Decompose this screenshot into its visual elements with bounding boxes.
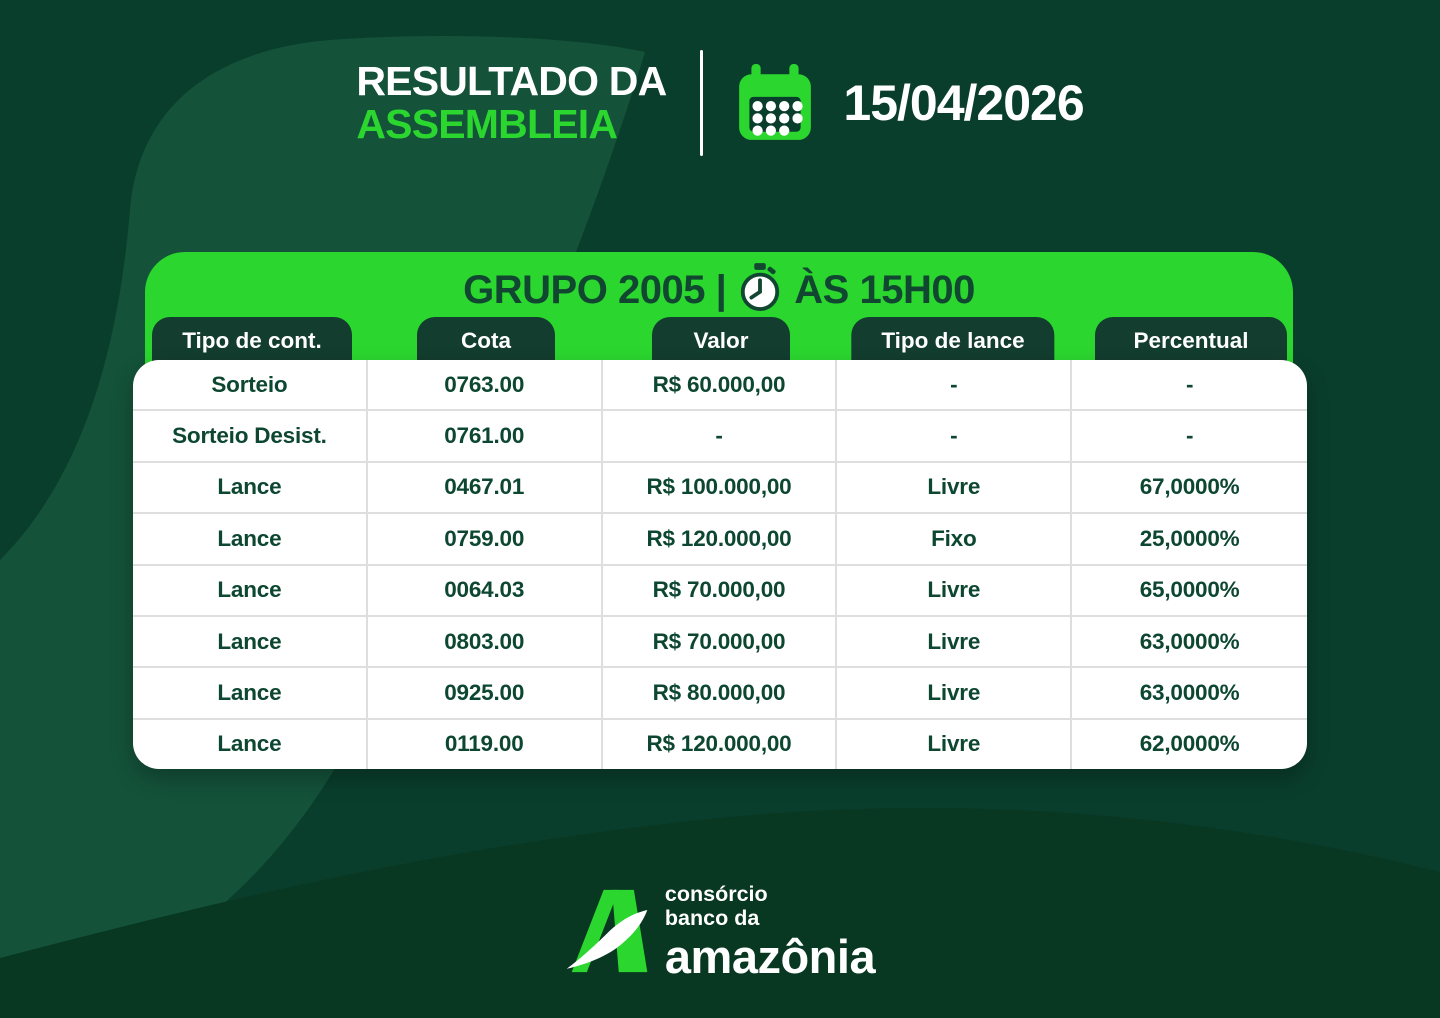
table-cell: R$ 120.000,00 <box>603 719 838 769</box>
table-cell: 67,0000% <box>1139 474 1240 500</box>
column-header-percentual: Percentual <box>1095 317 1287 364</box>
table-cell: - <box>1185 423 1194 449</box>
stopwatch-icon <box>741 263 780 311</box>
column-header-tipo-de-cont: Tipo de cont. <box>152 317 352 364</box>
table-cell: Livre <box>837 719 1073 769</box>
results-table: Sorteio 0763.00 R$ 60.000,00- - Sorteio Desi… <box>133 360 1307 769</box>
table-cell: 0467.01 <box>368 462 603 513</box>
column-header-tipo-de-lance: Tipo de lance <box>851 317 1055 364</box>
table-cell: Livre <box>837 668 1073 718</box>
table-cell: R$ 100.000,00 <box>603 462 838 513</box>
table-cell: 65,0000% <box>1139 577 1240 603</box>
amazonia-leaf-logo <box>566 889 648 972</box>
group-label: GRUPO 2005 | <box>463 267 727 312</box>
table-cell: 0925.00 <box>368 668 603 718</box>
table-cell: 62,0000% <box>1139 731 1240 757</box>
table-cell: 25,0000% <box>1139 525 1240 551</box>
table-row: Sorteio 0763.00 R$ 60.000,00- - <box>133 360 1307 412</box>
header-divider <box>700 50 704 156</box>
column-header-cota: Cota <box>417 317 555 364</box>
table-cell: 63,0000% <box>1139 628 1240 654</box>
table-cell: 0763.00 <box>368 360 603 410</box>
table-cell: - <box>603 411 838 461</box>
table-cell: Sorteio Desist. <box>133 411 368 461</box>
table-cell: R$ 70.000,00 <box>603 565 838 615</box>
table-cell: Lance <box>133 668 368 718</box>
table-cell: 0064.03 <box>368 565 603 615</box>
time-label: ÀS 15H00 <box>794 267 975 312</box>
logo-text-consorcio: consórcio <box>664 882 768 906</box>
table-cell: Lance <box>133 514 368 564</box>
group-panel-title: GRUPO 2005 | ÀS 15H00 <box>145 263 1293 313</box>
table-cell: 0759.00 <box>368 514 603 564</box>
table-cell: R$ 60.000,00 <box>603 360 838 410</box>
table-cell: R$ 120.000,00 <box>603 514 838 564</box>
logo-text-amazonia: amazônia <box>664 929 876 983</box>
table-cell: 63,0000% <box>1139 679 1240 705</box>
table-cell: R$ 70.000,00 <box>603 616 838 667</box>
table-cell: Lance <box>133 719 368 769</box>
table-cell: Fixo <box>837 514 1073 564</box>
calendar-icon <box>739 64 812 140</box>
table-cell: Livre <box>837 565 1073 615</box>
assembly-date: 15/04/2026 <box>843 75 1084 131</box>
table-cell: Lance <box>133 565 368 615</box>
table-row: Lance 0759.00 R$ 120.000,00 Fixo 25,0000% <box>133 514 1307 566</box>
table-cell: - <box>837 360 1073 410</box>
footer: consórcio banco da amazônia <box>0 882 1440 980</box>
table-row: Lance 0803.00 R$ 70.000,00 Livre 63,0000% <box>133 616 1307 669</box>
page-title: RESULTADO DA ASSEMBLEIA <box>356 57 667 147</box>
table-row: Lance 0064.03 R$ 70.000,00 Livre 65,0000% <box>133 565 1307 617</box>
table-cell: 0119.00 <box>368 719 603 769</box>
logo-text-banco-da: banco da <box>664 906 760 931</box>
table-cell: R$ 80.000,00 <box>603 668 838 718</box>
table-cell: 0761.00 <box>368 411 603 461</box>
table-cell: Livre <box>837 462 1073 513</box>
column-header-valor: Valor <box>652 317 790 364</box>
logo-text: consórcio banco da amazônia <box>664 882 876 983</box>
table-cell: Sorteio <box>133 360 368 410</box>
table-row: Lance 0467.01 R$ 100.000,00 Livre 67,0000% <box>133 462 1307 515</box>
table-row: Sorteio Desist. 0761.00- - - <box>133 411 1307 463</box>
table-row: Lance 0119.00 R$ 120.000,00 Livre 62,0000% <box>133 719 1307 769</box>
title-line-2: ASSEMBLEIA <box>356 101 618 147</box>
table-cell: Lance <box>133 616 368 667</box>
table-cell: Lance <box>133 462 368 513</box>
header: RESULTADO DA ASSEMBLEIA 15/04/2026 <box>0 50 1440 156</box>
table-cell: 0803.00 <box>368 616 603 667</box>
table-cell: - <box>837 411 1073 461</box>
table-row: Lance 0925.00 R$ 80.000,00 Livre 63,0000% <box>133 668 1307 720</box>
table-cell: - <box>1185 371 1194 397</box>
title-line-1: RESULTADO DA <box>356 57 667 104</box>
background-bottom-sweep <box>0 807 1440 1018</box>
table-cell: Livre <box>837 616 1073 667</box>
